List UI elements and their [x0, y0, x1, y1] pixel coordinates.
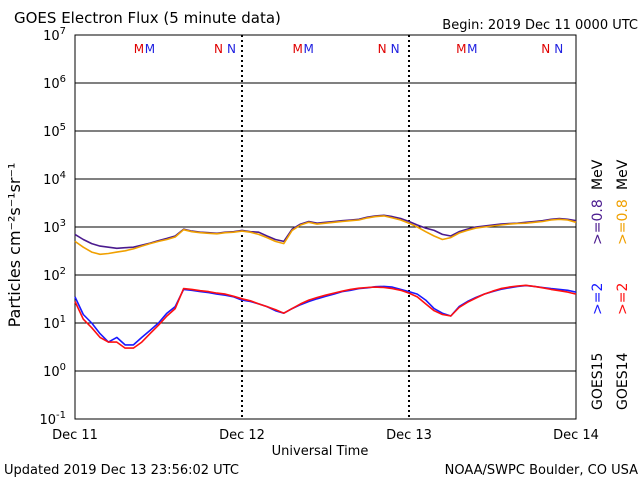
x-tick-label: Dec 14 [553, 428, 599, 443]
marker-n-letter: N [554, 42, 563, 56]
y-tick-label: 102 [43, 266, 66, 284]
chart-title: GOES Electron Flux (5 minute data) [14, 9, 281, 27]
x-axis-ticks: Dec 11 Dec 12 Dec 13 Dec 14 [52, 428, 599, 443]
marker-n-letter: N [214, 42, 223, 56]
legend-goes15-08mev: >=0.8 [590, 199, 606, 245]
x-tick-label: Dec 13 [386, 428, 432, 443]
legend-unit-goes14: MeV [615, 159, 631, 190]
legend-goes14-08mev: >=0.8 [615, 199, 631, 245]
marker-m-letter: M [456, 42, 466, 56]
series-goes14-08mev [74, 215, 577, 256]
y-tick-label: 107 [43, 26, 66, 44]
y-tick-label: 101 [43, 314, 66, 332]
legend-goes14: GOES14 [615, 352, 631, 410]
begin-time: Begin: 2019 Dec 11 0000 UTC [442, 18, 638, 33]
y-axis-label: Particles cm⁻²s⁻¹sr⁻¹ [5, 163, 24, 328]
legend-goes15-2mev: >=2 [590, 283, 606, 315]
marker-n-letter: N [227, 42, 236, 56]
x-tick-label: Dec 11 [52, 428, 98, 443]
y-tick-label: 10-1 [39, 410, 66, 428]
marker-m-letter: M [134, 42, 144, 56]
y-tick-label: 105 [43, 122, 66, 140]
x-axis-label: Universal Time [272, 444, 369, 459]
x-tick-label: Dec 12 [219, 428, 265, 443]
marker-m-letter: M [145, 42, 155, 56]
marker-n-letter: N [378, 42, 387, 56]
updated-time: Updated 2019 Dec 13 23:56:02 UTC [4, 463, 239, 478]
marker-n-letter: N [391, 42, 400, 56]
legend-goes14-2mev: >=2 [615, 283, 631, 315]
marker-m-letter: M [467, 42, 477, 56]
series-layer [74, 214, 577, 349]
marker-n-letter: N [541, 42, 550, 56]
y-tick-label: 103 [43, 218, 66, 236]
y-tick-label: 106 [43, 74, 66, 92]
marker-m-letter: M [303, 42, 313, 56]
legend-goes15: GOES15 [590, 353, 606, 410]
source-credit: NOAA/SWPC Boulder, CO USA [445, 463, 638, 478]
y-tick-label: 104 [43, 170, 66, 188]
series-goes14-2mev [74, 284, 577, 349]
grid [75, 34, 576, 420]
legend-unit-goes15: MeV [590, 159, 606, 190]
y-tick-label: 100 [43, 362, 66, 380]
right-legend: GOES15 GOES14 >=2 >=2 >=0.8 >=0.8 MeV Me… [590, 159, 631, 410]
y-axis-ticks: 107 106 105 104 103 102 101 100 10-1 [39, 26, 83, 428]
marker-m-letter: M [292, 42, 302, 56]
